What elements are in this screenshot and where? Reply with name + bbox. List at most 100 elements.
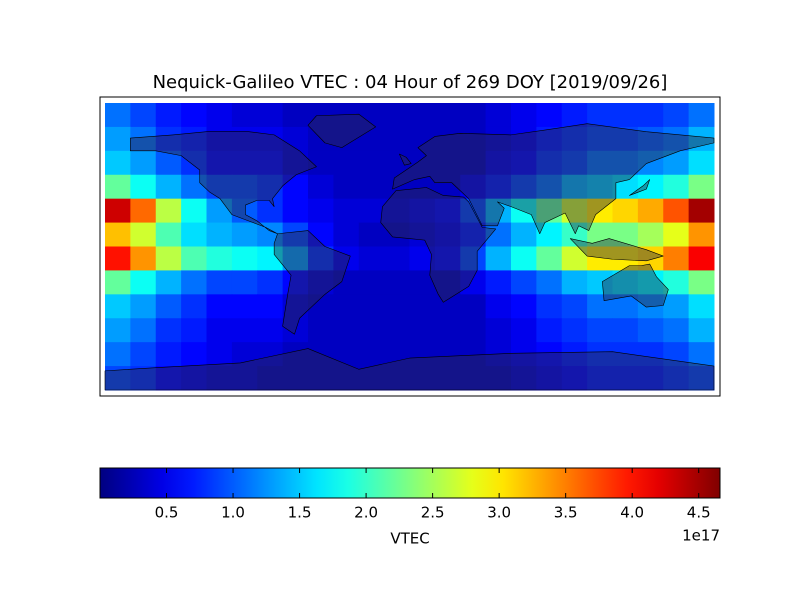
heatmap-cell — [663, 174, 690, 200]
heatmap-cell — [130, 126, 157, 152]
heatmap-cell — [637, 366, 664, 391]
heatmap-cell — [663, 318, 690, 343]
heatmap-cell — [257, 270, 284, 295]
heatmap-cell — [511, 270, 537, 295]
heatmap-cell — [688, 174, 715, 200]
heatmap-cell — [485, 222, 512, 247]
heatmap-cell — [257, 198, 284, 224]
heatmap-cell — [409, 150, 436, 176]
heatmap-cell — [130, 294, 157, 319]
heatmap-cell — [257, 318, 284, 343]
heatmap-cell — [460, 366, 487, 391]
heatmap-cell — [536, 150, 563, 176]
heatmap-cell — [511, 246, 537, 271]
heatmap-cell — [485, 174, 512, 200]
continent — [629, 179, 651, 196]
heatmap-cell — [688, 198, 715, 224]
heatmap-cell — [282, 174, 309, 200]
heatmap-cell — [536, 270, 563, 295]
heatmap-cell — [308, 342, 334, 367]
heatmap-cell — [333, 126, 360, 152]
heatmap-cell — [409, 103, 436, 128]
heatmap-cell — [308, 174, 334, 200]
heatmap-cell — [358, 126, 385, 152]
heatmap-cell — [181, 174, 207, 200]
heatmap-cell — [663, 103, 690, 128]
colorbar-tick-label: 4.0 — [620, 504, 644, 522]
heatmap-cell — [282, 126, 309, 152]
heatmap-cell — [231, 342, 258, 367]
heatmap-cell — [155, 198, 182, 224]
heatmap-cell — [333, 270, 360, 295]
heatmap-cell — [155, 294, 182, 319]
heatmap-cell — [333, 366, 360, 391]
heatmap-cell — [181, 222, 207, 247]
heatmap-cell — [587, 270, 613, 295]
heatmap-cell — [384, 270, 410, 295]
heatmap-cell — [434, 222, 461, 247]
heatmap-cell — [587, 318, 613, 343]
heatmap-cell — [181, 246, 207, 271]
heatmap-cell — [409, 174, 436, 200]
heatmap-cell — [130, 342, 157, 367]
heatmap-cell — [384, 126, 410, 152]
colorbar-tick-label: 3.0 — [487, 504, 511, 522]
heatmap-cell — [206, 318, 233, 343]
heatmap-cell — [206, 198, 233, 224]
heatmap-cell — [434, 150, 461, 176]
heatmap-cell — [688, 246, 715, 271]
heatmap-cell — [282, 342, 309, 367]
colorbar-tick-label: 2.0 — [354, 504, 378, 522]
heatmap-cell — [688, 294, 715, 319]
colorbar-tick-label: 3.5 — [554, 504, 578, 522]
heatmap-cell — [587, 366, 613, 391]
heatmap-cell — [231, 222, 258, 247]
heatmap-cell — [612, 126, 639, 152]
heatmap-cell — [434, 126, 461, 152]
heatmap-cell — [257, 246, 284, 271]
heatmap-cell — [561, 174, 588, 200]
colorbar-label: VTEC — [390, 530, 429, 548]
heatmap-cell — [637, 174, 664, 200]
heatmap-cell — [333, 174, 360, 200]
heatmap-cell — [130, 174, 157, 200]
heatmap-cell — [612, 103, 639, 128]
heatmap-cell — [460, 318, 487, 343]
heatmap-cell — [663, 294, 690, 319]
heatmap-cell — [460, 294, 487, 319]
heatmap-cell — [257, 222, 284, 247]
colorbar-tick-label: 1.0 — [221, 504, 245, 522]
heatmap-cell — [231, 246, 258, 271]
heatmap-cell — [637, 342, 664, 367]
heatmap-cell — [587, 150, 613, 176]
heatmap-cell — [308, 366, 334, 391]
heatmap-cell — [130, 103, 157, 128]
heatmap-cell — [181, 270, 207, 295]
heatmap-cell — [511, 222, 537, 247]
heatmap-cell — [511, 366, 537, 391]
heatmap-cell — [434, 342, 461, 367]
heatmap-cell — [587, 342, 613, 367]
heatmap-cell — [384, 318, 410, 343]
heatmap-cell — [511, 318, 537, 343]
heatmap-cell — [663, 126, 690, 152]
heatmap-cell — [231, 174, 258, 200]
heatmap-cell — [231, 294, 258, 319]
heatmap-cell — [587, 174, 613, 200]
heatmap-cell — [612, 246, 639, 271]
heatmap-cell — [434, 270, 461, 295]
heatmap-cell — [155, 103, 182, 128]
heatmap-cell — [358, 150, 385, 176]
heatmap-cell — [333, 222, 360, 247]
heatmap-cell — [536, 366, 563, 391]
heatmap-cell — [561, 318, 588, 343]
heatmap-cell — [257, 174, 284, 200]
heatmap-cell — [561, 126, 588, 152]
heatmap-cell — [358, 342, 385, 367]
heatmap-cell — [536, 174, 563, 200]
heatmap-cell — [637, 270, 664, 295]
heatmap-cell — [688, 103, 715, 128]
heatmap-cell — [181, 366, 207, 391]
heatmap-cell — [105, 246, 131, 271]
heatmap-cell — [536, 342, 563, 367]
